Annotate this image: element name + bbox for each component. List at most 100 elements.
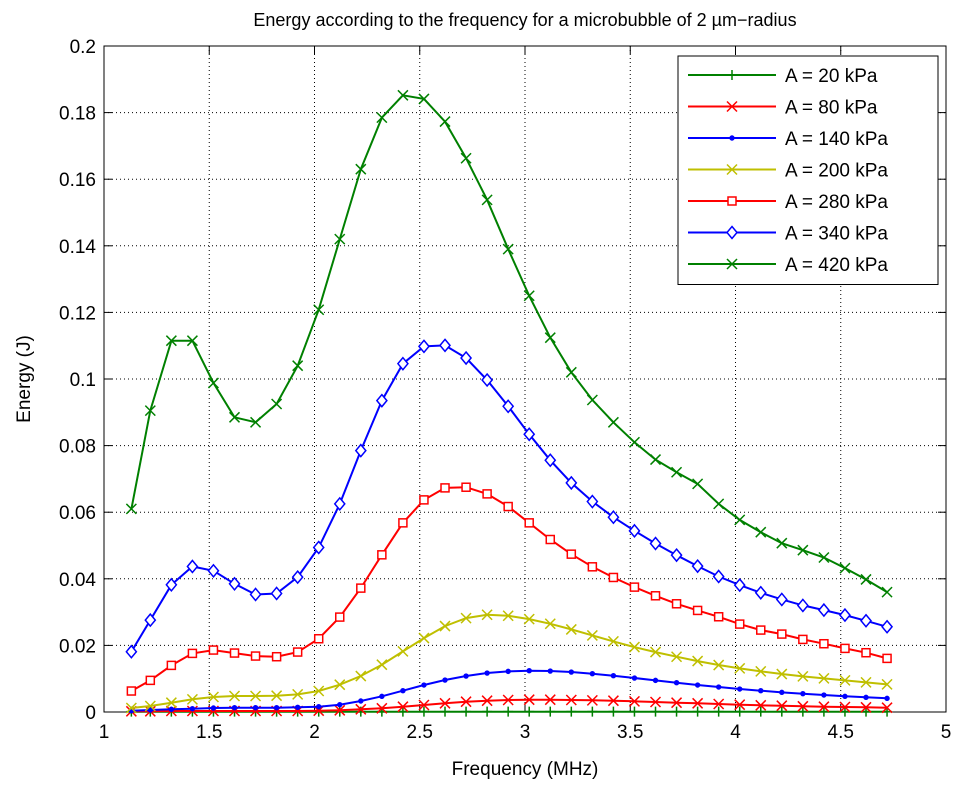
data-point xyxy=(166,660,177,671)
data-point xyxy=(565,366,577,378)
data-point xyxy=(523,694,535,706)
data-point xyxy=(755,706,766,717)
data-point xyxy=(756,625,766,635)
x-tick-label: 2 xyxy=(309,722,320,743)
x-tick-label: 5 xyxy=(941,722,952,743)
data-point xyxy=(671,599,682,609)
x-tick-label: 2.5 xyxy=(407,722,433,743)
data-point xyxy=(418,632,430,644)
data-point xyxy=(861,647,871,658)
data-point xyxy=(629,582,640,592)
y-tick-label: 0.12 xyxy=(59,303,96,324)
data-point xyxy=(460,152,472,164)
data-point xyxy=(608,706,619,717)
data-point xyxy=(565,475,578,491)
data-point xyxy=(818,672,830,684)
data-point xyxy=(358,698,364,704)
data-point xyxy=(671,651,683,663)
data-point xyxy=(186,559,199,574)
data-point xyxy=(208,645,219,655)
data-point xyxy=(797,544,809,556)
data-point xyxy=(545,534,556,545)
y-tick-label: 0.2 xyxy=(70,37,96,58)
y-tick-label: 0.14 xyxy=(59,237,96,258)
data-point xyxy=(377,550,387,560)
y-tick-label: 0.04 xyxy=(59,570,96,591)
data-point xyxy=(800,690,806,697)
data-point xyxy=(881,586,893,598)
data-point xyxy=(796,598,809,613)
data-point xyxy=(589,671,596,677)
data-point xyxy=(586,694,598,706)
data-point xyxy=(671,466,683,478)
data-point xyxy=(650,706,661,717)
legend-label: A = 420 kPa xyxy=(785,255,888,276)
series-3 xyxy=(125,609,893,714)
data-point xyxy=(777,629,787,639)
data-point xyxy=(691,558,704,574)
data-point xyxy=(165,697,177,709)
data-point xyxy=(502,694,514,706)
legend-label: A = 80 kPa xyxy=(785,98,878,119)
data-point xyxy=(733,577,746,593)
data-point xyxy=(671,706,682,717)
data-point xyxy=(316,703,322,710)
x-axis-label: Frequency (MHz) xyxy=(452,759,599,780)
data-point xyxy=(144,612,157,628)
data-point xyxy=(379,693,385,700)
data-point xyxy=(271,690,283,702)
data-point xyxy=(568,669,575,675)
data-point xyxy=(565,694,577,706)
data-point xyxy=(797,706,808,717)
data-point xyxy=(376,112,388,124)
data-point xyxy=(673,679,680,686)
data-point xyxy=(523,613,535,625)
legend-item: A = 140 kPa xyxy=(688,129,888,150)
legend-item: A = 200 kPa xyxy=(688,161,888,182)
series-layer xyxy=(125,89,894,717)
y-tick-label: 0 xyxy=(85,703,96,724)
data-point xyxy=(758,687,764,694)
x-tick-label: 3.5 xyxy=(617,722,643,743)
data-point xyxy=(524,518,534,528)
data-point xyxy=(694,682,701,688)
data-point xyxy=(607,510,620,525)
data-point xyxy=(840,643,850,654)
data-point xyxy=(439,116,451,128)
data-point xyxy=(544,618,556,630)
y-tick-label: 0.1 xyxy=(70,370,96,391)
data-point xyxy=(482,706,493,717)
data-point xyxy=(818,706,829,717)
data-point xyxy=(481,609,493,621)
chart-title: Energy according to the frequency for a … xyxy=(253,10,796,30)
data-point xyxy=(817,602,830,618)
data-point xyxy=(734,619,745,629)
data-point xyxy=(734,699,746,711)
legend-label: A = 20 kPa xyxy=(785,66,878,87)
data-point xyxy=(881,702,893,714)
legend-marker xyxy=(726,258,738,270)
data-point xyxy=(397,89,409,101)
legend-marker xyxy=(726,163,738,176)
data-point xyxy=(652,677,659,684)
data-point xyxy=(754,585,767,600)
data-point xyxy=(713,659,725,671)
data-point xyxy=(610,673,617,679)
data-point xyxy=(798,634,808,645)
data-point xyxy=(313,633,324,644)
data-point xyxy=(250,690,262,702)
data-point xyxy=(292,360,304,372)
series-2 xyxy=(128,668,890,714)
data-point xyxy=(587,706,598,717)
data-point xyxy=(819,638,829,649)
data-point xyxy=(229,648,240,658)
data-point xyxy=(503,706,514,717)
data-point xyxy=(439,338,451,353)
legend-item: A = 420 kPa xyxy=(688,255,888,276)
data-point xyxy=(547,668,553,674)
data-point xyxy=(628,523,641,539)
data-point xyxy=(608,572,619,583)
data-point xyxy=(417,339,430,354)
